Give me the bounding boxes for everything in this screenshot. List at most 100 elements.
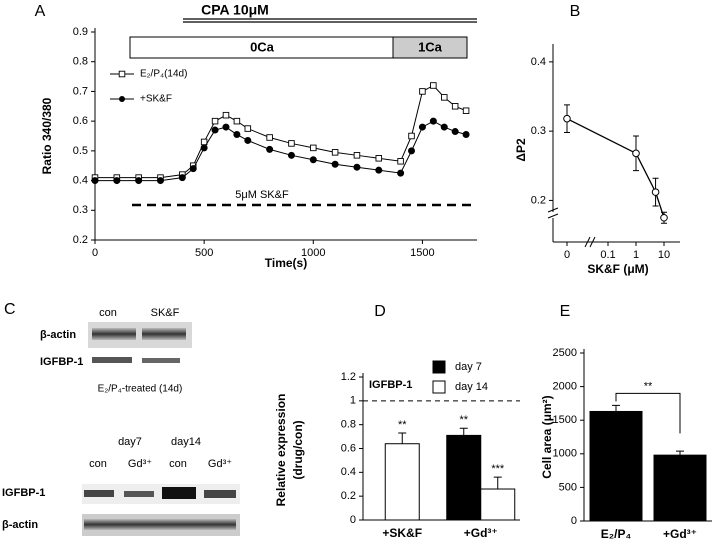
x-axis-label: Time(s) bbox=[265, 256, 307, 270]
row-label: IGFBP-1 bbox=[40, 356, 83, 368]
marker bbox=[309, 156, 317, 164]
marker bbox=[233, 117, 241, 125]
axis-break bbox=[584, 236, 596, 248]
annotation: 5μM SK&F bbox=[235, 189, 289, 201]
panel-label: B bbox=[570, 3, 581, 20]
y-tick-label: 1 bbox=[350, 395, 356, 407]
x-tick-label: 1000 bbox=[301, 247, 325, 259]
x-tick-label: +SK&F bbox=[382, 526, 422, 540]
error-bar bbox=[676, 450, 684, 456]
marker bbox=[462, 131, 470, 139]
blot-band bbox=[204, 490, 236, 498]
significance: ** bbox=[644, 380, 653, 392]
marker bbox=[287, 151, 295, 159]
marker bbox=[375, 166, 383, 174]
bar bbox=[589, 410, 643, 522]
x-tick-label: 10 bbox=[658, 249, 670, 261]
lane-label: Gd³⁺ bbox=[208, 458, 232, 470]
legend-swatch bbox=[432, 380, 446, 394]
marker bbox=[441, 94, 448, 101]
lane-label: con bbox=[169, 458, 187, 470]
marker bbox=[266, 145, 274, 153]
annotation: 0Ca bbox=[250, 39, 275, 54]
panel-label: D bbox=[374, 303, 386, 320]
lane-label: con bbox=[99, 307, 117, 319]
row-label: β-actin bbox=[40, 329, 76, 341]
bar bbox=[446, 434, 482, 521]
y-tick-label: 1000 bbox=[553, 448, 577, 460]
y-tick-label: 0.3 bbox=[73, 204, 88, 216]
significance: ** bbox=[398, 419, 407, 431]
marker bbox=[397, 158, 404, 165]
row-label: IGFBP-1 bbox=[2, 487, 45, 499]
marker bbox=[288, 140, 295, 147]
comparison-bracket bbox=[615, 392, 681, 434]
marker bbox=[118, 70, 126, 78]
group-label: day7 bbox=[118, 436, 142, 448]
y-tick-label: 0 bbox=[350, 514, 356, 526]
marker bbox=[660, 213, 668, 222]
marker bbox=[429, 117, 437, 125]
marker bbox=[563, 114, 571, 123]
panel-label: E bbox=[560, 303, 571, 320]
marker bbox=[397, 169, 405, 177]
marker bbox=[632, 149, 640, 158]
marker bbox=[430, 82, 437, 89]
y-tick-label: 1.2 bbox=[341, 371, 356, 383]
error-bar bbox=[493, 476, 502, 490]
marker bbox=[462, 107, 470, 114]
marker bbox=[266, 134, 273, 141]
y-tick-label: 0.3 bbox=[531, 125, 546, 137]
y-tick-label: 2500 bbox=[553, 347, 577, 359]
y-tick-label: 500 bbox=[559, 481, 577, 493]
legend-label: E₂/P₄(14d) bbox=[140, 69, 187, 80]
blot-band bbox=[84, 519, 236, 530]
marker bbox=[156, 177, 164, 185]
legend-swatch bbox=[432, 360, 446, 374]
x-tick-label: 1500 bbox=[410, 247, 434, 259]
marker bbox=[451, 128, 459, 136]
marker bbox=[119, 96, 125, 102]
marker bbox=[178, 174, 186, 182]
y-tick-label: 0.2 bbox=[531, 194, 546, 206]
group-label: day14 bbox=[171, 436, 201, 448]
marker bbox=[353, 163, 361, 171]
x-tick-label: +Gd³⁺ bbox=[464, 526, 498, 540]
error-bar bbox=[612, 404, 620, 412]
legend-label: day 7 bbox=[455, 361, 482, 373]
y-tick-label: 0.8 bbox=[73, 56, 88, 68]
marker bbox=[244, 125, 252, 132]
marker bbox=[310, 144, 317, 152]
bar bbox=[384, 443, 420, 521]
y-tick-label: 1500 bbox=[553, 414, 577, 426]
y-tick-label: 0.9 bbox=[73, 26, 88, 38]
axis-break bbox=[547, 207, 559, 219]
marker bbox=[91, 177, 99, 185]
annotation: 1Ca bbox=[418, 39, 443, 54]
marker bbox=[113, 177, 121, 185]
lane-label: SK&F bbox=[151, 307, 180, 319]
y-tick-label: 0.4 bbox=[531, 56, 546, 68]
x-tick-label: 1 bbox=[633, 249, 639, 261]
blot-band bbox=[142, 328, 186, 340]
y-axis-label: (drug/con) bbox=[291, 420, 305, 479]
panel-label: A bbox=[35, 3, 46, 20]
y-tick-label: 0.2 bbox=[73, 234, 88, 246]
marker bbox=[419, 88, 426, 95]
y-tick-label: 0.6 bbox=[73, 115, 88, 127]
x-tick-label: +Gd³⁺ bbox=[663, 527, 697, 541]
lane-label: Gd³⁺ bbox=[128, 458, 152, 470]
error-bar bbox=[459, 427, 468, 436]
x-tick-label: E₂/P₄ bbox=[601, 527, 632, 541]
marker bbox=[211, 117, 219, 125]
y-tick-label: 0.4 bbox=[73, 174, 88, 186]
marker bbox=[451, 103, 459, 110]
legend-label: day 14 bbox=[455, 381, 488, 393]
legend-label: +SK&F bbox=[140, 94, 172, 105]
blot-caption: E₂/P₄-treated (14d) bbox=[98, 384, 183, 395]
x-tick-label: 500 bbox=[195, 247, 213, 259]
blot-band bbox=[92, 328, 136, 340]
panel-label: C bbox=[4, 301, 16, 318]
error-bar bbox=[398, 432, 407, 444]
